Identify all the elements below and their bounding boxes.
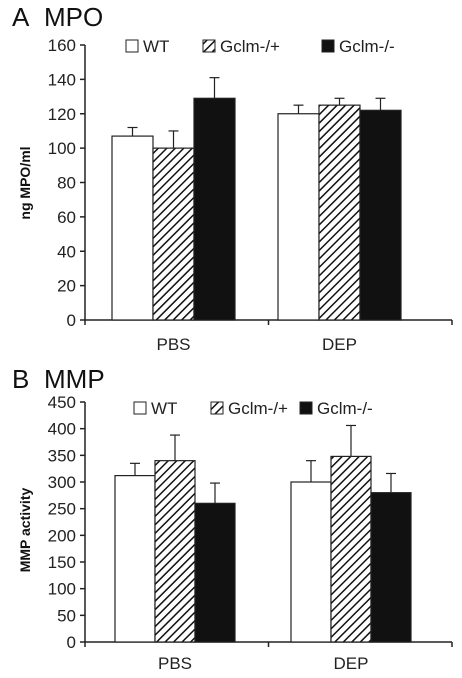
panel-b-y-tick-label: 100 [48, 580, 76, 599]
panel-b-y-tick-label: 0 [67, 633, 76, 652]
panel-a-legend-label-2: Gclm-/- [339, 37, 395, 56]
panel-b-bar-dep-1 [330, 455, 372, 643]
panel-a-y-tick-label: 80 [57, 174, 76, 193]
panel-a-category-label: DEP [322, 335, 357, 354]
panel-a-legend-swatch-0 [125, 39, 139, 53]
panel-a-bar-pbs-1 [152, 147, 195, 321]
panel-b-letter: B [12, 364, 30, 394]
panel-b-bar-pbs-2 [194, 502, 236, 643]
panel-b-title: MMP [44, 364, 105, 394]
panel-a-legend-label-1: Gclm-/+ [220, 37, 280, 56]
panel-a-bar-pbs-0 [111, 135, 154, 321]
panel-a-y-tick-label: 160 [48, 36, 76, 55]
panel-a-y-tick-label: 120 [48, 105, 76, 124]
panel-b-y-tick-label: 300 [48, 473, 76, 492]
panel-a-legend-label-0: WT [143, 37, 169, 56]
panel-a-legend-swatch-1 [202, 39, 216, 53]
panel-b-y-tick-label: 150 [48, 553, 76, 572]
panel-b-y-tick-label: 250 [48, 500, 76, 519]
panel-b-legend-label-0: WT [151, 399, 177, 418]
panel-b-category-label: PBS [158, 654, 192, 673]
panel-a-letter: A [12, 2, 30, 32]
panel-b-y-tick-label: 450 [48, 393, 76, 412]
panel-b-bar-dep-0 [290, 481, 332, 643]
panel-a-bar-dep-0 [277, 113, 320, 321]
panel-a-bar-dep-2 [359, 109, 402, 321]
panel-a-y-tick-label: 40 [57, 242, 76, 261]
panel-b-y-tick-label: 50 [57, 606, 76, 625]
panel-b-bar-pbs-1 [154, 460, 196, 643]
panel-a-y-tick-label: 100 [48, 139, 76, 158]
panel-b-y-tick-label: 350 [48, 446, 76, 465]
panel-a-y-tick-label: 20 [57, 277, 76, 296]
panel-a-bar-pbs-2 [193, 97, 236, 321]
panel-a-bar-dep-1 [318, 104, 361, 321]
panel-b-legend-label-1: Gclm-/+ [228, 399, 288, 418]
panel-b-y-tick-label: 400 [48, 420, 76, 439]
panel-b-legend-swatch-0 [133, 401, 147, 415]
panel-b-bar-dep-2 [370, 492, 412, 643]
panel-a-y-tick-label: 140 [48, 70, 76, 89]
panel-b-y-tick-label: 200 [48, 526, 76, 545]
panel-a-legend-swatch-2 [321, 39, 335, 53]
panel-a-category-label: PBS [156, 335, 190, 354]
panel-b-legend-swatch-2 [299, 401, 313, 415]
panel-b-legend-label-2: Gclm-/- [317, 399, 373, 418]
panel-a-y-tick-label: 60 [57, 208, 76, 227]
panel-b-legend-swatch-1 [210, 401, 224, 415]
panel-b-category-label: DEP [334, 654, 369, 673]
panel-a-title: MPO [44, 2, 104, 32]
panel-a-y-tick-label: 0 [67, 311, 76, 330]
panel-b-bar-pbs-0 [114, 475, 156, 643]
